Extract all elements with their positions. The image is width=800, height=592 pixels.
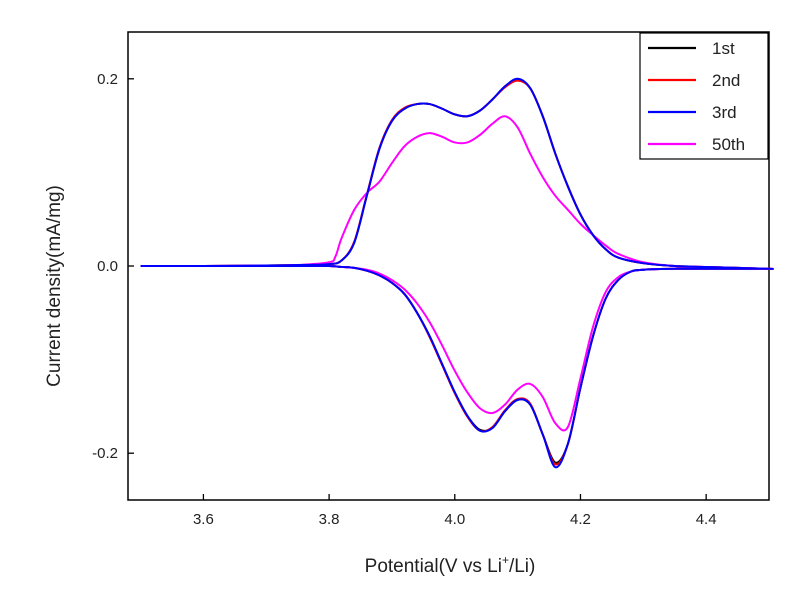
x-tick-label: 4.2 [570, 511, 591, 528]
x-axis-label-superscript: + [502, 553, 509, 567]
x-axis-label-main: Potential(V vs Li [365, 556, 502, 577]
y-tick-label: 0.0 [97, 258, 118, 275]
x-axis-label: Potential(V vs Li+/Li) [365, 553, 536, 577]
series-line-3rd [140, 77, 774, 469]
legend-label: 50th [712, 135, 745, 154]
y-axis-ticks: -0.2 0.0 0.2 [92, 71, 134, 462]
y-tick-label: 0.2 [97, 71, 118, 88]
y-tick-label: -0.2 [92, 445, 118, 462]
legend-label: 2nd [712, 71, 740, 90]
x-tick-label: 4.4 [696, 511, 717, 528]
x-tick-label: 4.0 [444, 511, 465, 528]
x-axis-ticks: 3.6 3.8 4.0 4.2 4.4 [193, 494, 717, 528]
series-line-50th [140, 115, 774, 432]
y-axis-label: Current density(mA/mg) [44, 185, 65, 387]
x-tick-label: 3.8 [319, 511, 340, 528]
series-lines [140, 77, 774, 469]
legend-label: 3rd [712, 103, 737, 122]
x-axis-label-tail: /Li) [509, 556, 535, 577]
legend: 1st 2nd 3rd 50th [639, 32, 769, 160]
x-tick-label: 3.6 [193, 511, 214, 528]
legend-label: 1st [712, 39, 735, 58]
legend-box [639, 32, 769, 160]
